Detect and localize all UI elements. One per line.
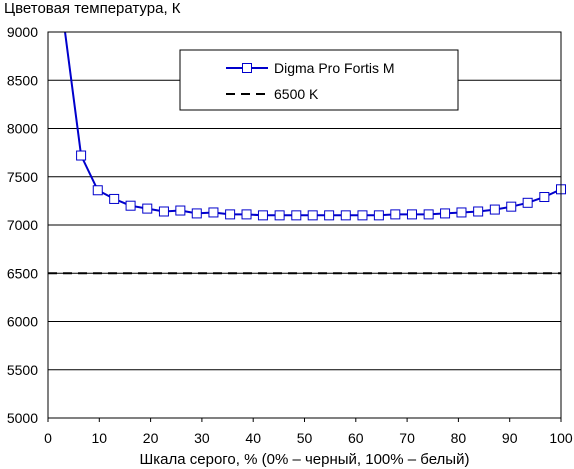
y-tick-label: 8500	[7, 72, 38, 88]
data-point	[208, 207, 219, 218]
data-point	[257, 210, 268, 221]
data-point	[142, 203, 153, 214]
x-tick-label: 30	[194, 430, 210, 446]
x-tick-label: 90	[502, 430, 518, 446]
data-point	[109, 193, 120, 204]
data-point	[324, 210, 335, 221]
data-point	[489, 204, 500, 215]
chart-title: Цветовая температура, К	[4, 0, 181, 17]
data-point	[473, 206, 484, 217]
y-tick-label: 6000	[7, 314, 38, 330]
y-tick-label: 7500	[7, 169, 38, 185]
data-point	[506, 201, 517, 212]
x-tick-label: 40	[245, 430, 261, 446]
x-tick-label: 70	[399, 430, 415, 446]
x-tick-label: 0	[44, 430, 52, 446]
y-tick-label: 5500	[7, 362, 38, 378]
data-point	[406, 209, 417, 220]
x-tick-label: 50	[297, 430, 313, 446]
x-axis-label: Шкала серого, % (0% – черный, 100% – бел…	[140, 451, 470, 468]
series-markers-digma	[76, 150, 566, 221]
legend-marker-digma	[242, 63, 252, 73]
x-tick-label: 100	[549, 430, 573, 446]
x-tick-label: 20	[143, 430, 159, 446]
data-point	[307, 210, 318, 221]
data-point	[539, 192, 550, 203]
legend-label-digma: Digma Pro Fortis M	[274, 60, 395, 76]
data-point	[373, 210, 384, 221]
data-point	[76, 150, 87, 161]
data-point	[357, 210, 368, 221]
data-point	[125, 200, 136, 211]
legend-box	[179, 49, 459, 111]
data-point	[241, 209, 252, 220]
data-point	[390, 209, 401, 220]
y-tick-label: 8000	[7, 121, 38, 137]
data-point	[440, 208, 451, 219]
y-tick-label: 7000	[7, 217, 38, 233]
y-tick-label: 6500	[7, 265, 38, 281]
data-point	[522, 197, 533, 208]
data-point	[291, 210, 302, 221]
x-tick-label: 10	[92, 430, 108, 446]
data-point	[175, 205, 186, 216]
y-tick-label: 9000	[7, 24, 38, 40]
data-point	[92, 185, 103, 196]
data-point	[423, 209, 434, 220]
data-point	[158, 206, 169, 217]
x-axis-ticks: 0 10 20 30 40 50 60 70 80 90 100	[44, 418, 573, 446]
x-tick-label: 60	[348, 430, 364, 446]
data-point	[340, 210, 351, 221]
data-point	[225, 209, 236, 220]
data-point	[456, 207, 467, 218]
legend: Digma Pro Fortis M 6500 K	[179, 49, 459, 111]
y-tick-label: 5000	[7, 410, 38, 426]
x-tick-label: 80	[451, 430, 467, 446]
data-point	[191, 208, 202, 219]
legend-label-6500k: 6500 K	[274, 86, 319, 102]
y-axis-ticks: 5000 5500 6000 6500 7000 7500 8000 8500 9000	[7, 24, 38, 426]
data-point	[274, 210, 285, 221]
